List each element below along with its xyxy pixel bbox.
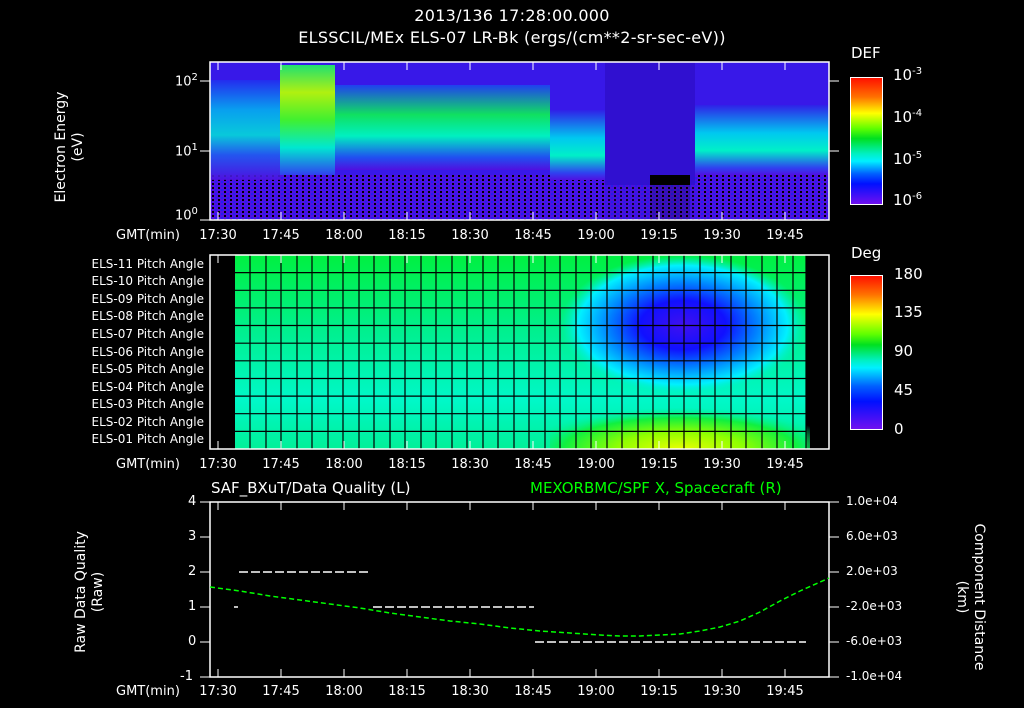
- panel1-ytick-1: 100: [175, 206, 198, 224]
- panel3-right-ytick: -6.0e+03: [846, 634, 903, 648]
- panel3-right-ytick: -2.0e+03: [846, 599, 903, 613]
- panel1-time-tick: 18:15: [388, 228, 426, 243]
- panel3-time-tick: 17:45: [262, 684, 300, 699]
- colorbar1-tick: 10-4: [893, 108, 923, 126]
- panel2-time-tick: 18:30: [451, 457, 489, 472]
- pitch-row-label: ELS-02 Pitch Angle: [91, 415, 204, 429]
- panel3-right-yunit-text: (km): [954, 580, 970, 614]
- panel2-time-tick: 19:45: [766, 457, 804, 472]
- panel1-time-tick: 19:45: [766, 228, 804, 243]
- panel3-left-ytick: 4: [188, 494, 197, 509]
- panel1-ylabel-text: Electron Energy: [53, 91, 69, 203]
- pitch-row-label: ELS-07 Pitch Angle: [91, 327, 204, 341]
- panel2-time-tick: 19:15: [640, 457, 678, 472]
- colorbar2-tick: 90: [894, 342, 914, 360]
- colorbar1-tick: 10-3: [893, 66, 923, 84]
- panel2-time-tick: 18:00: [325, 457, 363, 472]
- panel3-left-ytick: 3: [188, 529, 197, 544]
- pitch-row-label: ELS-11 Pitch Angle: [91, 257, 204, 271]
- panel3-time-tick: 18:45: [514, 684, 552, 699]
- panel3-right-ytick: 6.0e+03: [846, 529, 898, 543]
- plot-subtitle: ELSSCIL/MEx ELS-07 LR-Bk (ergs/(cm**2-sr…: [298, 28, 726, 47]
- panel2-time-tick: 18:45: [514, 457, 552, 472]
- panel3-time-tick: 17:30: [199, 684, 237, 699]
- panel1-time-tick: 17:30: [199, 228, 237, 243]
- panel2-time-axis-label: GMT(min): [116, 457, 180, 472]
- pitch-row-label: ELS-04 Pitch Angle: [91, 380, 204, 394]
- plot-timestamp: 2013/136 17:28:00.000: [414, 6, 610, 25]
- panel3-left-ytick: 0: [188, 634, 197, 649]
- colorbar2-tick: 0: [894, 420, 904, 438]
- spf-x-series: [209, 577, 830, 637]
- panel1-time-tick: 18:00: [325, 228, 363, 243]
- pitch-row-label: ELS-10 Pitch Angle: [91, 274, 204, 288]
- panel3-right-ylabel-text: Component Distance: [971, 523, 987, 671]
- colorbar1-title: DEF: [851, 44, 881, 62]
- panel1-time-tick: 19:30: [703, 228, 741, 243]
- colorbar2-tick: 135: [894, 303, 923, 321]
- panel1-time-tick: 18:30: [451, 228, 489, 243]
- panel3-time-tick: 19:30: [703, 684, 741, 699]
- pitch-grid-lines: [235, 255, 807, 449]
- panel3-left-title: SAF_BXuT/Data Quality (L): [211, 479, 411, 497]
- panel3-right-title: MEXORBMC/SPF X, Spacecraft (R): [530, 479, 782, 497]
- panel2-time-tick: 18:15: [388, 457, 426, 472]
- panel1-ytick-10: 101: [175, 142, 198, 160]
- panel3-time-axis-label: GMT(min): [116, 684, 180, 699]
- panel3-left-ytick: -1: [180, 669, 193, 684]
- colorbar1-tick: 10-6: [893, 191, 923, 209]
- panel3-right-ylabel: Component Distance (km): [953, 522, 987, 672]
- panel2-time-tick: 19:00: [577, 457, 615, 472]
- panel3-time-tick: 19:00: [577, 684, 615, 699]
- panel3-right-ytick: 1.0e+04: [846, 494, 898, 508]
- pitch-row-label: ELS-08 Pitch Angle: [91, 309, 204, 323]
- panel2-time-tick: 17:30: [199, 457, 237, 472]
- panel3-time-tick: 19:15: [640, 684, 678, 699]
- panel1-time-tick: 18:45: [514, 228, 552, 243]
- pitch-row-label: ELS-06 Pitch Angle: [91, 345, 204, 359]
- colorbar-def: [850, 77, 883, 205]
- pitch-row-label: ELS-01 Pitch Angle: [91, 432, 204, 446]
- panel1-yunit-text: (eV): [70, 132, 86, 162]
- panel3-left-ytick: 1: [188, 599, 197, 614]
- panel1-time-axis-label: GMT(min): [116, 228, 180, 243]
- pitch-row-label: ELS-03 Pitch Angle: [91, 397, 204, 411]
- pitch-row-label: ELS-09 Pitch Angle: [91, 292, 204, 306]
- panel3-time-tick: 18:30: [451, 684, 489, 699]
- pitch-row-label: ELS-05 Pitch Angle: [91, 362, 204, 376]
- colorbar2-tick: 180: [894, 265, 923, 283]
- panel2-time-tick: 17:45: [262, 457, 300, 472]
- data-quality-series: [234, 571, 806, 643]
- colorbar1-tick: 10-5: [893, 150, 923, 168]
- panel3-left-yunit-text: (Raw): [90, 571, 106, 613]
- panel3-left-ylabel: Raw Data Quality (Raw): [73, 522, 107, 662]
- quality-distance-plot: [200, 501, 839, 678]
- pitch-angle-grid: [209, 254, 830, 450]
- panel3-time-tick: 18:15: [388, 684, 426, 699]
- panel3-right-ytick: 2.0e+03: [846, 564, 898, 578]
- panel3-right-ytick: -1.0e+04: [846, 669, 903, 683]
- panel2-time-tick: 19:30: [703, 457, 741, 472]
- panel1-ytick-100: 102: [175, 72, 198, 90]
- energy-spectrogram: [200, 61, 839, 221]
- panel1-time-tick: 19:00: [577, 228, 615, 243]
- panel3-left-ylabel-text: Raw Data Quality: [73, 531, 89, 653]
- panel3-time-tick: 19:45: [766, 684, 804, 699]
- colorbar-deg: [850, 275, 883, 430]
- panel1-time-tick: 17:45: [262, 228, 300, 243]
- colorbar2-tick: 45: [894, 381, 914, 399]
- panel3-left-ytick: 2: [188, 564, 197, 579]
- colorbar2-title: Deg: [851, 244, 882, 262]
- panel3-time-tick: 18:00: [325, 684, 363, 699]
- panel1-ylabel: Electron Energy (eV): [53, 87, 87, 207]
- panel1-time-tick: 19:15: [640, 228, 678, 243]
